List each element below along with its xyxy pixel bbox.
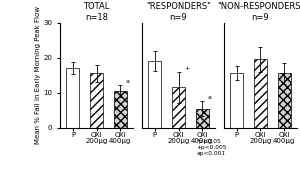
Bar: [148, 61, 161, 128]
Title: "NON-RESPONDERS"
n=9: "NON-RESPONDERS" n=9: [217, 2, 300, 22]
Text: *p<0.05
+p<0.005
ap<0.001: *p<0.05 +p<0.005 ap<0.001: [196, 139, 227, 156]
Text: +: +: [184, 66, 190, 71]
Bar: [114, 91, 127, 128]
Bar: [196, 108, 208, 128]
Text: a: a: [126, 79, 130, 84]
Bar: [172, 87, 185, 128]
Bar: [278, 74, 290, 128]
Y-axis label: Mean % Fall in Early Morning Peak Flow: Mean % Fall in Early Morning Peak Flow: [34, 6, 40, 144]
Bar: [230, 74, 243, 128]
Text: a: a: [208, 95, 212, 100]
Bar: [254, 59, 267, 128]
Title: TOTAL
n=18: TOTAL n=18: [83, 2, 110, 22]
Bar: [67, 68, 80, 128]
Title: "RESPONDERS"
n=9: "RESPONDERS" n=9: [146, 2, 211, 22]
Bar: [90, 74, 103, 128]
